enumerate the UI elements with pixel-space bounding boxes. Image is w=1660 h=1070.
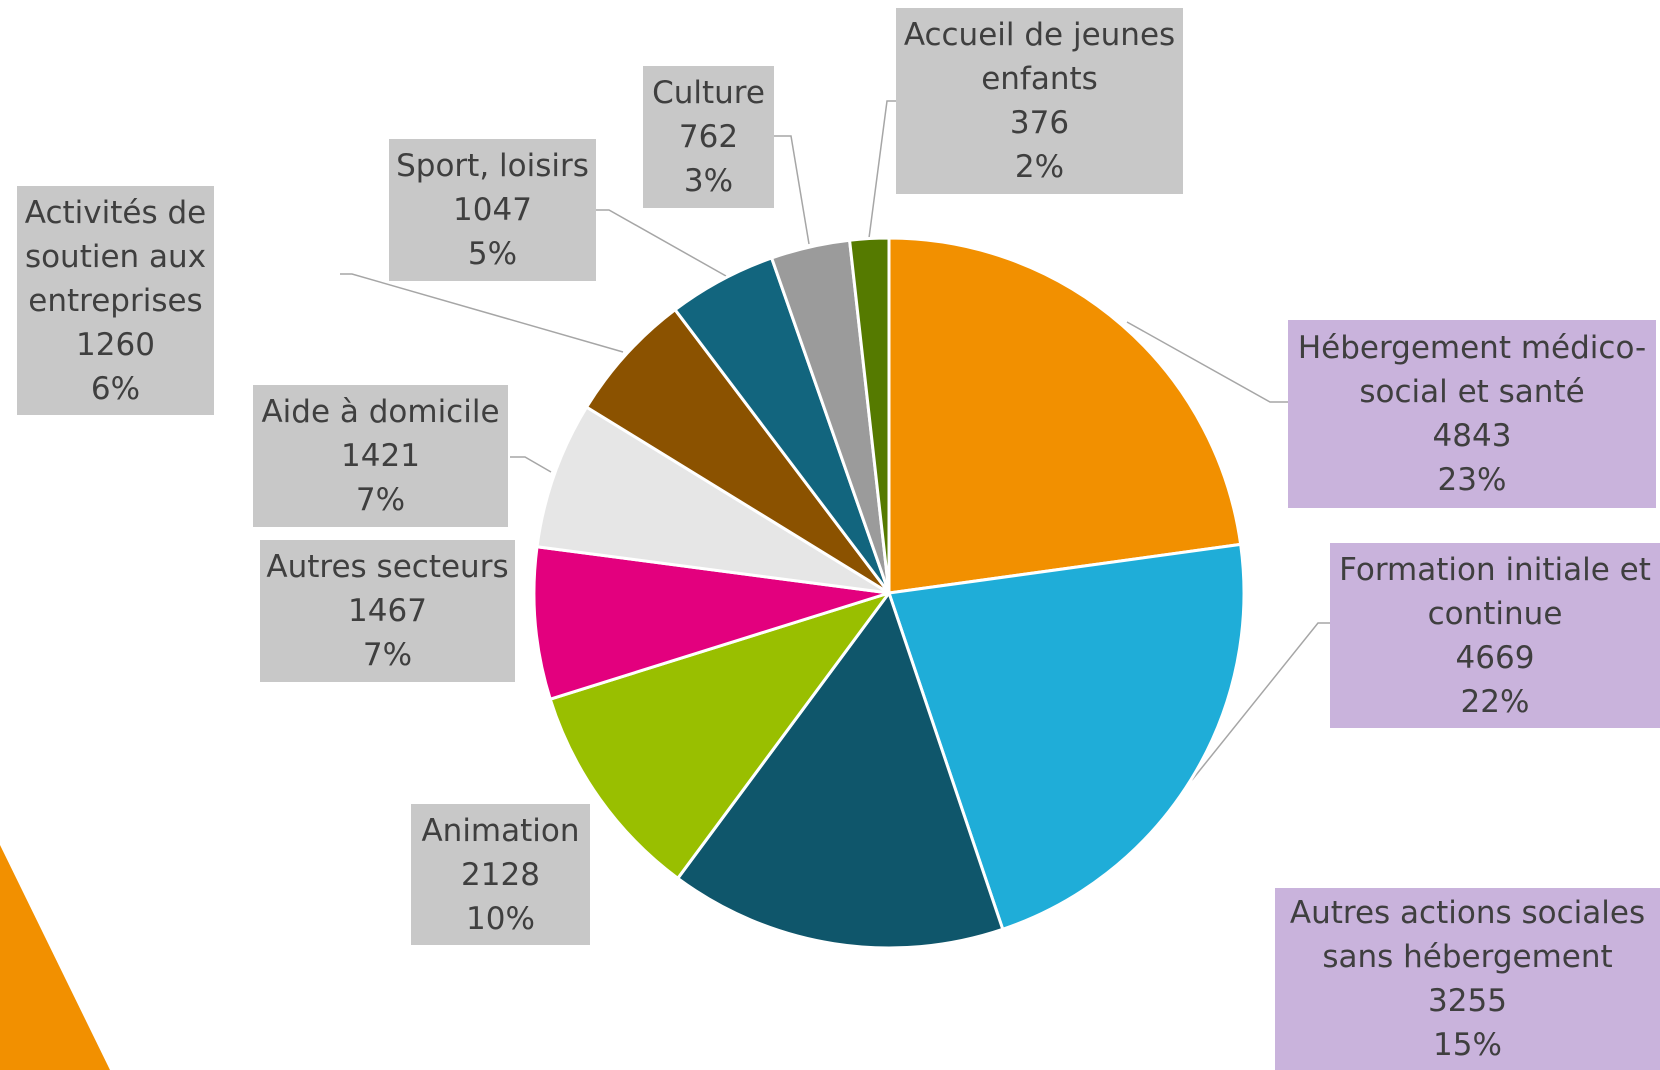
pie-slice bbox=[676, 591, 1005, 950]
data-label-value: 1467 bbox=[348, 593, 427, 629]
data-label: Activités de soutien aux entreprises 1260… bbox=[17, 186, 214, 415]
data-label: Animation 2128 10% bbox=[411, 804, 590, 945]
data-label-percent: 10% bbox=[466, 900, 535, 937]
leader-line bbox=[510, 456, 552, 473]
leader-line bbox=[596, 209, 727, 277]
data-label-percent: 6% bbox=[90, 370, 141, 407]
data-label-category: Aide à domicile bbox=[261, 394, 500, 430]
data-label-percent: 7% bbox=[362, 637, 413, 673]
pie-slice bbox=[585, 308, 891, 595]
pie-slice bbox=[887, 236, 1243, 595]
data-label-value: 2128 bbox=[461, 856, 540, 893]
data-label-percent: 7% bbox=[355, 482, 406, 518]
pie-slice bbox=[848, 236, 891, 595]
data-label-category: Activités de soutien aux entreprises bbox=[24, 194, 207, 319]
data-label: Sport, loisirs 1047 5% bbox=[389, 139, 596, 281]
data-label-category: Animation bbox=[421, 812, 580, 849]
data-label-value: 376 bbox=[1009, 105, 1070, 141]
pie-slice bbox=[548, 591, 891, 880]
data-label-percent: 15% bbox=[1433, 1027, 1502, 1063]
data-label-value: 4669 bbox=[1455, 639, 1535, 676]
data-label-value: 3255 bbox=[1428, 983, 1507, 1019]
data-label-category: Hébergement médico- social et santé bbox=[1297, 330, 1647, 410]
data-label: Autres secteurs 1467 7% bbox=[260, 540, 515, 682]
decorative-orange-triangle bbox=[0, 845, 110, 1070]
data-label-category: Culture bbox=[652, 75, 765, 111]
data-label-category: Formation initiale et continue bbox=[1339, 551, 1651, 632]
pie-slice bbox=[532, 545, 891, 701]
data-label: Accueil de jeunes enfants 376 2% bbox=[896, 8, 1183, 194]
data-label-percent: 22% bbox=[1460, 683, 1530, 720]
leader-line bbox=[774, 135, 810, 245]
data-label-category: Sport, loisirs bbox=[396, 148, 589, 184]
data-label: Culture 762 3% bbox=[643, 66, 774, 208]
leader-lines bbox=[340, 100, 1330, 781]
leader-line bbox=[340, 273, 624, 353]
pie-slice bbox=[535, 405, 891, 595]
data-label: Formation initiale et continue 4669 22% bbox=[1330, 543, 1660, 728]
data-label-value: 1421 bbox=[341, 438, 420, 474]
data-label-value: 1260 bbox=[76, 326, 155, 363]
data-label: Autres actions sociales sans hébergement… bbox=[1275, 888, 1660, 1070]
data-label-percent: 3% bbox=[683, 163, 734, 199]
leader-line bbox=[868, 100, 896, 239]
data-label-percent: 23% bbox=[1437, 462, 1507, 498]
data-label-category: Autres secteurs bbox=[266, 549, 509, 585]
pie-slices bbox=[532, 236, 1246, 950]
data-label-category: Autres actions sociales sans hébergement bbox=[1289, 895, 1646, 975]
data-label-value: 4843 bbox=[1432, 418, 1512, 454]
data-label-category: Accueil de jeunes enfants bbox=[903, 17, 1176, 97]
leader-line bbox=[1191, 622, 1330, 781]
data-label-percent: 5% bbox=[467, 236, 518, 272]
data-label-value: 762 bbox=[678, 119, 739, 155]
data-label-value: 1047 bbox=[453, 192, 532, 228]
data-label: Aide à domicile 1421 7% bbox=[253, 385, 508, 527]
data-label: Hébergement médico- social et santé 4843 2… bbox=[1288, 320, 1656, 508]
data-label-percent: 2% bbox=[1014, 149, 1065, 185]
pie-slice bbox=[887, 542, 1246, 931]
leader-line bbox=[1126, 321, 1288, 403]
